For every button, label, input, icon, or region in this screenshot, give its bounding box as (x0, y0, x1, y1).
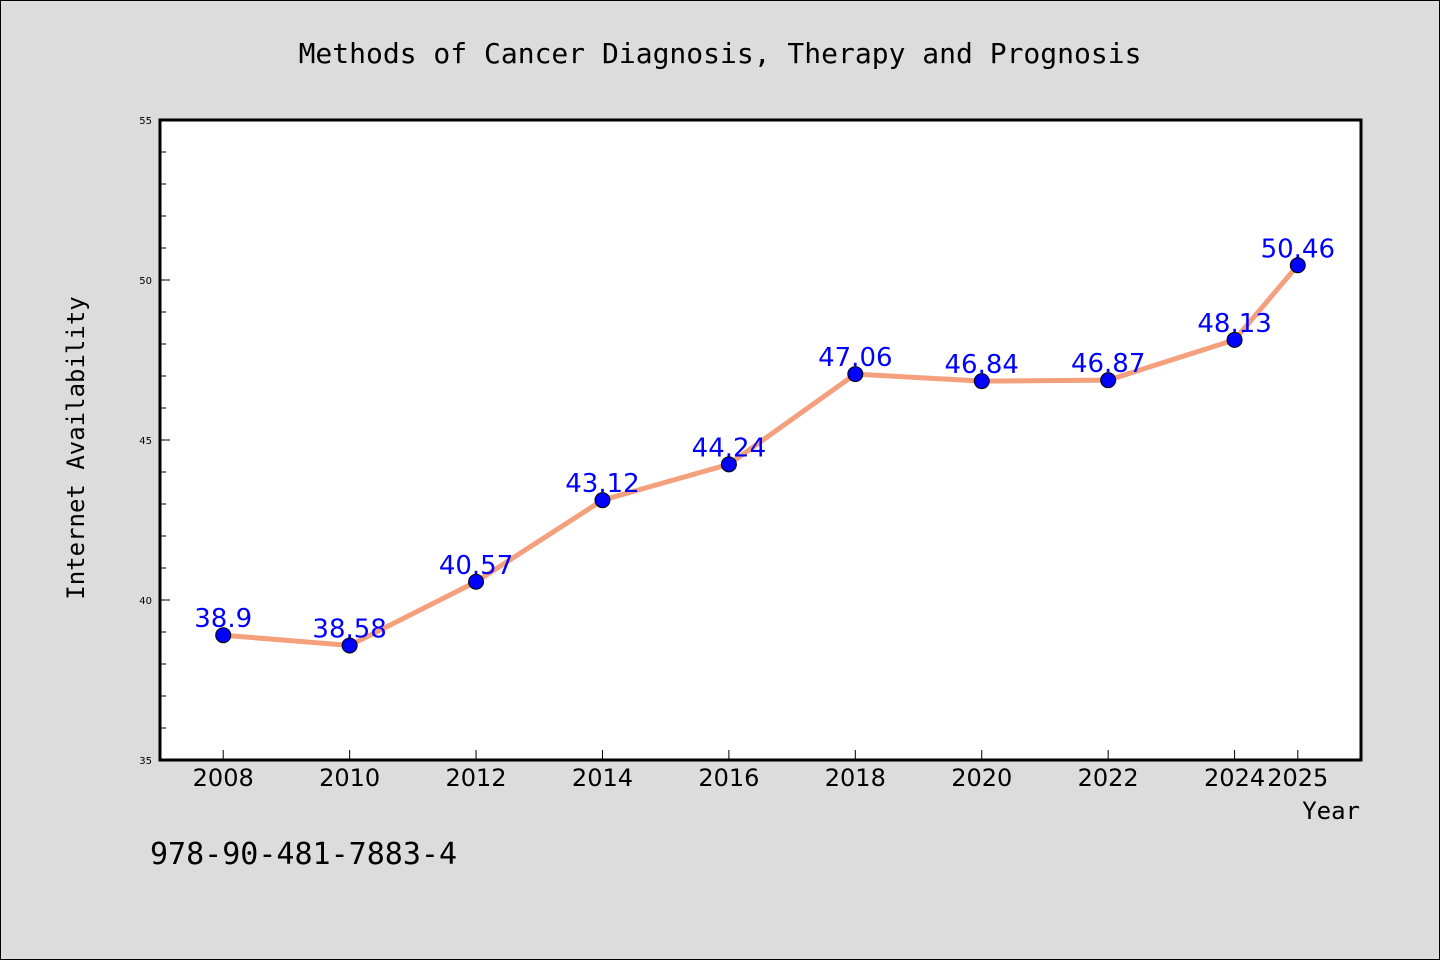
data-point (1289, 257, 1306, 274)
x-tick-label: 2020 (951, 764, 1012, 792)
y-tick-label: 50 (139, 276, 152, 287)
y-axis: 35 40 45 50 55 (139, 116, 170, 767)
isbn-text: 978-90-481-7883-4 (150, 837, 457, 872)
y-tick-label: 35 (139, 756, 152, 767)
x-tick-label: 2016 (698, 764, 759, 792)
x-tick-label: 2022 (1078, 764, 1139, 792)
x-tick-label: 2018 (825, 764, 886, 792)
x-axis: 2008 2010 2012 2014 2016 2018 2020 2022 2024 2025 (193, 750, 1328, 792)
data-point (215, 627, 232, 644)
x-tick-label: 2014 (572, 764, 633, 792)
x-tick-label: 2024 (1204, 764, 1265, 792)
chart-title: Methods of Cancer Diagnosis, Therapy and… (299, 37, 1142, 70)
data-point (594, 492, 611, 509)
x-tick-label: 2008 (193, 764, 254, 792)
data-point (468, 573, 485, 590)
data-point (973, 373, 990, 390)
x-axis-label: Year (1302, 797, 1360, 825)
y-tick-label: 40 (139, 596, 152, 607)
series-line (220, 262, 1301, 648)
data-point (847, 366, 864, 383)
y-axis-label: Internet Availability (62, 296, 90, 599)
x-tick-label: 2012 (446, 764, 507, 792)
y-tick-label: 55 (139, 116, 152, 127)
data-point (341, 637, 358, 654)
x-tick-label: 2025 (1267, 764, 1328, 792)
x-tick-label: 2010 (319, 764, 380, 792)
data-point (1100, 372, 1117, 389)
data-point (720, 456, 737, 473)
y-tick-label: 45 (139, 436, 152, 447)
data-point (1226, 331, 1243, 348)
